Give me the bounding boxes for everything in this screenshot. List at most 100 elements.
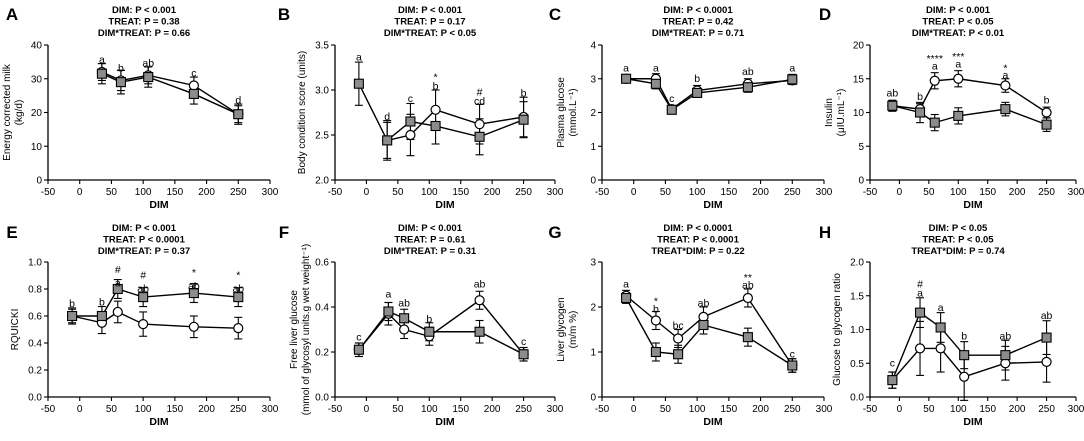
data-point-circle xyxy=(474,295,485,306)
stats-line: TREAT: P < 0.05 xyxy=(922,235,994,246)
x-tick-label: 0 xyxy=(77,187,83,198)
y-tick-label: 5 xyxy=(858,142,864,153)
y-tick-label: 4 xyxy=(590,41,596,52)
data-point-circle xyxy=(1000,80,1011,91)
data-point-square xyxy=(233,292,244,303)
data-point-square xyxy=(115,77,126,88)
x-tick-label: 300 xyxy=(816,404,833,415)
x-tick-label: 0 xyxy=(897,187,903,198)
panel-letter: D xyxy=(819,5,831,24)
data-point-circle xyxy=(673,333,684,344)
y-axis-label: Energy corrected milk xyxy=(2,63,13,161)
data-point-square xyxy=(474,326,485,337)
x-tick-label: 300 xyxy=(547,404,564,415)
x-tick-label: -50 xyxy=(328,187,343,198)
data-point-square xyxy=(399,313,410,324)
stats-line: TREAT: P < 0.0001 xyxy=(103,235,185,246)
stats-line: TREAT: P < 0.05 xyxy=(922,17,994,28)
data-point-square xyxy=(914,307,926,318)
x-tick-label: 50 xyxy=(392,187,404,198)
stats-line: DIM: P < 0.001 xyxy=(926,5,991,16)
x-tick-label: 0 xyxy=(77,404,83,415)
significance-label: ** xyxy=(744,272,752,284)
data-point-square xyxy=(188,287,199,299)
significance-label: b xyxy=(917,91,923,103)
data-point-square xyxy=(143,72,154,83)
data-point-circle xyxy=(430,104,441,115)
x-tick-label: 100 xyxy=(950,404,967,415)
significance-label: a xyxy=(386,289,392,301)
x-tick-label: 300 xyxy=(816,187,833,198)
y-tick-label: 0 xyxy=(590,393,596,404)
data-point-square xyxy=(96,310,107,322)
x-tick-label: -50 xyxy=(863,404,878,415)
stats-line: DIM: P < 0.0001 xyxy=(663,223,733,234)
y-tick-label: 3 xyxy=(590,74,596,85)
data-point-circle xyxy=(138,319,149,330)
data-point-square xyxy=(353,344,364,355)
data-point-square xyxy=(673,349,684,360)
x-axis-label: DIM xyxy=(149,416,169,428)
x-tick-label: 50 xyxy=(660,187,672,198)
data-point-circle xyxy=(399,324,410,335)
significance-label: ab xyxy=(887,88,899,100)
data-point-square xyxy=(621,73,632,84)
x-tick-label: 300 xyxy=(262,187,279,198)
x-tick-label: 100 xyxy=(950,187,967,198)
significance-label: d xyxy=(384,111,390,123)
significance-label: # xyxy=(917,278,923,290)
y-tick-label: 0 xyxy=(36,176,42,187)
y-tick-label: 2.5 xyxy=(315,131,329,142)
x-tick-label: 200 xyxy=(198,404,215,415)
y-tick-label: 3 xyxy=(590,258,596,269)
y-tick-label: 1 xyxy=(590,348,596,359)
x-tick-label: 0 xyxy=(897,404,903,415)
data-point-square xyxy=(914,107,926,118)
x-tick-label: -50 xyxy=(595,187,610,198)
x-tick-label: 50 xyxy=(392,404,404,415)
x-tick-label: 250 xyxy=(515,187,532,198)
stats-line: DIM: P < 0.001 xyxy=(398,223,463,234)
significance-label: * xyxy=(236,270,240,282)
x-tick-label: 300 xyxy=(262,404,279,415)
data-point-circle xyxy=(112,306,123,318)
significance-label: c xyxy=(790,348,795,360)
stats-line: TREAT: P = 0.42 xyxy=(662,17,733,28)
significance-label: b xyxy=(69,298,75,310)
significance-label: * xyxy=(192,267,196,279)
data-point-square xyxy=(959,350,970,361)
significance-label: a xyxy=(938,302,944,314)
data-point-square xyxy=(935,322,946,333)
significance-label: c xyxy=(669,93,674,105)
x-tick-label: 150 xyxy=(452,187,469,198)
y-tick-label: 0.6 xyxy=(315,258,329,269)
significance-label: b xyxy=(653,303,659,315)
significance-label: a xyxy=(653,63,659,75)
significance-label: b xyxy=(118,63,124,75)
x-axis-label: DIM xyxy=(963,416,983,428)
significance-label: ab xyxy=(232,283,244,295)
data-point-square xyxy=(518,349,529,360)
x-tick-label: -50 xyxy=(41,187,56,198)
x-tick-label: 100 xyxy=(689,187,706,198)
x-tick-label: 150 xyxy=(721,404,738,415)
data-point-circle xyxy=(233,323,244,334)
significance-label: **** xyxy=(927,53,943,65)
significance-label: b xyxy=(433,80,439,92)
y-tick-label: 1.5 xyxy=(850,291,864,302)
x-tick-label: -50 xyxy=(328,404,343,415)
x-axis-label: DIM xyxy=(435,416,455,428)
x-tick-label: 200 xyxy=(484,404,501,415)
significance-label: ab xyxy=(137,283,149,295)
data-point-square xyxy=(233,109,244,120)
data-point-square xyxy=(474,131,485,142)
x-tick-label: 150 xyxy=(167,187,184,198)
significance-label: a xyxy=(789,63,795,75)
data-point-square xyxy=(787,360,798,371)
data-point-circle xyxy=(953,73,964,84)
data-point-square xyxy=(698,319,709,331)
stats-line: DIM*TREAT: P = 0.31 xyxy=(384,246,477,257)
significance-label: a xyxy=(115,278,121,290)
